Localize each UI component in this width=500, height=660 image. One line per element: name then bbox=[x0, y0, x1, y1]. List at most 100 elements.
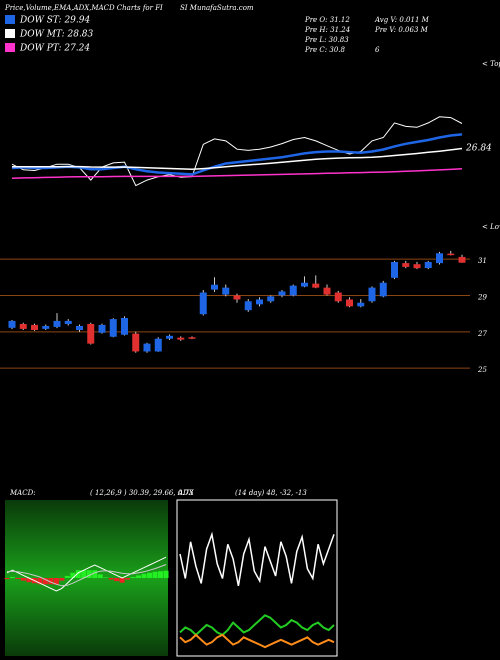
candle-body bbox=[301, 282, 308, 287]
candle-body bbox=[233, 295, 241, 300]
candle-body bbox=[143, 343, 151, 352]
histogram-bar bbox=[37, 578, 43, 585]
ema-line bbox=[11, 133, 463, 176]
candle-body bbox=[132, 333, 140, 352]
histogram-bar bbox=[97, 574, 103, 578]
candle-body bbox=[256, 299, 263, 305]
candle-body bbox=[87, 324, 95, 344]
candle-body bbox=[76, 326, 83, 330]
histogram-bar bbox=[114, 578, 120, 582]
histogram-bar bbox=[48, 578, 54, 585]
y-tick-label: 27 bbox=[477, 330, 487, 338]
histogram-bar bbox=[103, 577, 109, 578]
y-tick-label: 29 bbox=[477, 293, 487, 301]
histogram-bar bbox=[59, 578, 65, 581]
histogram-bar bbox=[152, 571, 158, 578]
candle-body bbox=[109, 319, 117, 337]
candle-body bbox=[98, 324, 106, 333]
candle-body bbox=[53, 320, 61, 327]
y-tick-label: 31 bbox=[478, 257, 487, 265]
panel-subtitle: ( 12,26,9 ) 30.39, 29.66, 0.73 bbox=[90, 489, 194, 497]
candle-body bbox=[458, 256, 466, 263]
candle-body bbox=[267, 296, 275, 302]
candle-body bbox=[121, 318, 128, 335]
histogram-bar bbox=[4, 578, 10, 580]
histogram-bar bbox=[64, 575, 70, 578]
histogram-bar bbox=[53, 578, 59, 585]
histogram-bar bbox=[81, 570, 87, 578]
candle-body bbox=[19, 324, 27, 329]
candle-body bbox=[413, 264, 421, 269]
stat: Pre V: 0.063 M bbox=[374, 26, 429, 34]
legend-swatch bbox=[5, 29, 15, 38]
histogram-bar bbox=[86, 570, 92, 578]
legend-swatch bbox=[5, 43, 15, 52]
candle-body bbox=[31, 324, 38, 330]
adx-line bbox=[179, 614, 335, 637]
stat: Pre C: 30.8 bbox=[304, 46, 345, 54]
histogram-bar bbox=[119, 578, 125, 583]
candle-body bbox=[222, 287, 230, 295]
histogram-bar bbox=[108, 578, 114, 580]
legend-label: DOW ST: 29.94 bbox=[19, 16, 90, 26]
title: SI MunafaSutra.com bbox=[180, 4, 254, 12]
candle-body bbox=[447, 253, 455, 256]
macd-line bbox=[6, 564, 167, 587]
stat: Pre O: 31.12 bbox=[304, 16, 350, 24]
panel-label: < Tops bbox=[482, 60, 500, 68]
legend-swatch bbox=[5, 15, 15, 24]
candle-body bbox=[166, 335, 173, 339]
legend-label: DOW PT: 27.24 bbox=[19, 44, 90, 54]
candle-body bbox=[188, 337, 196, 339]
ema-line bbox=[12, 147, 463, 171]
candle-body bbox=[436, 253, 443, 264]
histogram-bar bbox=[130, 576, 136, 578]
panel-label: < Lows bbox=[482, 223, 500, 231]
histogram-bar bbox=[147, 572, 153, 578]
annotation: 26.84 bbox=[465, 144, 492, 154]
panel-title: MACD: bbox=[9, 489, 36, 497]
candle-body bbox=[199, 292, 207, 315]
candle-body bbox=[289, 285, 297, 296]
candle-body bbox=[64, 320, 72, 324]
stat: Pre H: 31.24 bbox=[304, 26, 350, 34]
candle-body bbox=[154, 338, 162, 352]
legend-label: DOW MT: 28.83 bbox=[19, 30, 94, 40]
histogram-bar bbox=[70, 572, 76, 578]
candle-body bbox=[244, 301, 252, 311]
candle-body bbox=[424, 262, 432, 268]
candle-body bbox=[402, 263, 410, 267]
candle-body bbox=[357, 302, 365, 307]
candle-body bbox=[211, 284, 218, 290]
candle-body bbox=[278, 291, 286, 296]
candle-body bbox=[8, 320, 16, 328]
histogram-bar bbox=[136, 575, 142, 578]
histogram-bar bbox=[9, 576, 15, 578]
candle-body bbox=[323, 287, 331, 295]
title: Price,Volume,EMA,ADX,MACD Charts for FI bbox=[4, 4, 163, 12]
histogram-bar bbox=[26, 578, 32, 583]
y-tick-label: 25 bbox=[477, 366, 487, 374]
stat: 6 bbox=[375, 46, 380, 54]
ema-line bbox=[11, 168, 463, 179]
histogram-bar bbox=[92, 570, 98, 578]
histogram-bar bbox=[163, 570, 169, 578]
candle-body bbox=[42, 326, 50, 329]
panel-subtitle: (14 day) 48, -32, -13 bbox=[235, 489, 307, 497]
candle-body bbox=[312, 283, 320, 288]
histogram-bar bbox=[158, 571, 164, 578]
adx-line bbox=[179, 633, 335, 649]
histogram-bar bbox=[42, 578, 48, 585]
histogram-bar bbox=[75, 570, 81, 578]
candle-body bbox=[391, 262, 398, 278]
histogram-bar bbox=[141, 573, 147, 578]
adx-panel bbox=[176, 499, 338, 657]
candle-body bbox=[368, 287, 376, 302]
stat: Avg V: 0.011 M bbox=[374, 16, 430, 24]
histogram-bar bbox=[15, 578, 21, 580]
histogram-bar bbox=[20, 578, 26, 581]
panel-title: ADX bbox=[177, 489, 195, 497]
candle-body bbox=[334, 292, 342, 302]
adx-line bbox=[179, 531, 335, 587]
